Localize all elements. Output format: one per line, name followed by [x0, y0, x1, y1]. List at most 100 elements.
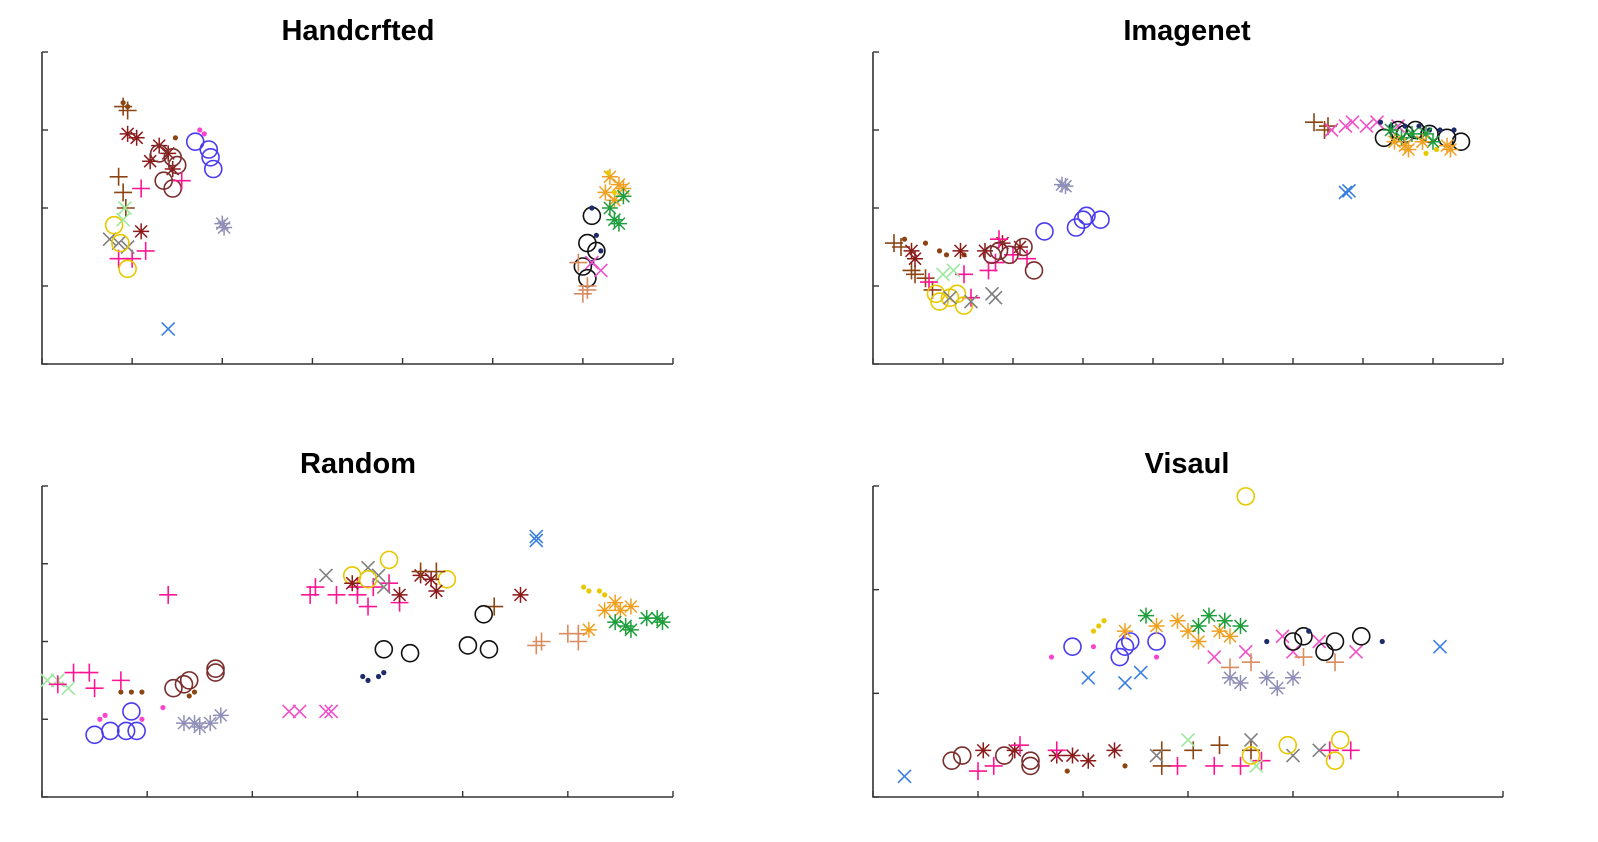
data-point-star-purple	[1222, 669, 1238, 686]
data-point-plus-brown	[916, 269, 935, 288]
data-point-circle-blue	[1035, 222, 1054, 241]
data-point-star-green	[610, 215, 627, 232]
data-point-dot-navy	[365, 677, 371, 683]
data-point-cross-skyblue	[1341, 183, 1357, 198]
data-point-cross-lightgreen	[117, 200, 132, 216]
data-point-circle-gold	[930, 292, 949, 311]
data-point-star-darkred	[423, 571, 440, 588]
data-point-plus-tan	[569, 253, 588, 272]
data-point-circle-black	[1283, 632, 1303, 651]
data-point-plus-brown	[114, 183, 133, 202]
data-point-star-green	[617, 617, 634, 634]
data-point-star-darkred	[391, 586, 408, 603]
data-point-circle-maroon	[179, 671, 199, 690]
data-point-dot-navy	[360, 673, 366, 680]
data-point-circle-black	[479, 639, 499, 659]
data-point-star-green	[615, 188, 632, 205]
data-point-circle-maroon	[206, 663, 225, 682]
data-point-star-green	[1201, 607, 1217, 624]
data-point-cross-pinkx	[1312, 634, 1327, 649]
data-point-cross-pinkx	[593, 263, 608, 278]
data-point-dot-brown	[922, 240, 929, 246]
data-point-circle-black	[587, 241, 606, 261]
data-point-star-darkred	[142, 153, 159, 170]
data-point-cross-lightgreen	[1249, 758, 1264, 773]
data-point-cross-skyblue	[529, 533, 544, 548]
data-point-dot-brown	[125, 104, 131, 110]
data-point-plus-magenta	[172, 171, 191, 190]
data-point-circle-blue	[1077, 206, 1096, 226]
data-point-circle-maroon	[994, 746, 1014, 765]
data-point-plus-magenta	[984, 756, 1003, 775]
data-point-dot-brown	[139, 689, 145, 695]
data-point-star-green	[1404, 125, 1420, 142]
data-point-star-green	[638, 610, 655, 627]
data-point-star-darkred	[119, 125, 136, 142]
data-point-dot-gold	[586, 588, 592, 594]
data-point-star-orange	[607, 594, 624, 611]
data-point-circle-black	[1294, 627, 1313, 646]
data-point-star-green	[601, 200, 618, 216]
data-point-cross-skyblue	[897, 769, 912, 784]
data-point-star-darkred	[133, 223, 150, 240]
data-point-circle-black	[458, 636, 478, 655]
data-point-dot-brown	[172, 135, 179, 141]
data-point-star-green	[1138, 607, 1154, 624]
data-point-star-darkred	[903, 242, 920, 259]
data-point-circle-blue	[116, 721, 136, 741]
data-point-circle-blue	[127, 721, 146, 741]
data-point-star-orange	[601, 168, 618, 185]
data-point-dot-navy	[1377, 119, 1384, 125]
data-point-cross-gray	[1149, 748, 1164, 763]
data-point-cross-pinkx	[318, 704, 334, 719]
data-point-plus-brown	[1184, 741, 1203, 760]
data-point-dot-brown	[1122, 763, 1128, 769]
data-point-circle-blue	[1110, 647, 1130, 667]
data-point-star-green	[1383, 122, 1399, 138]
data-point-circle-black	[400, 643, 420, 663]
data-point-star-orange	[1169, 612, 1186, 629]
data-point-cross-gray	[1243, 732, 1259, 748]
data-point-star-darkred	[344, 575, 361, 592]
data-point-circle-blue	[85, 725, 104, 745]
data-point-circle-gold	[1236, 487, 1256, 506]
data-point-circle-maroon	[1021, 751, 1040, 771]
data-point-star-orange	[596, 602, 613, 619]
data-point-star-purple	[1054, 176, 1070, 193]
data-point-dot-navy	[1402, 123, 1408, 129]
data-point-cross-pinkx	[282, 704, 297, 719]
data-point-star-darkred	[128, 129, 145, 146]
data-point-star-darkred	[512, 586, 529, 603]
data-point-plus-brown	[1210, 736, 1229, 755]
subplot-title-handcrfted: Handcrfted	[281, 15, 434, 47]
data-point-plus-tan	[1242, 653, 1260, 672]
data-point-star-purple	[175, 715, 192, 732]
data-point-dot-navy	[589, 205, 595, 211]
data-point-dot-gold	[605, 170, 611, 176]
data-point-cross-pinkx	[1324, 122, 1339, 138]
data-point-star-green	[1216, 612, 1233, 629]
data-point-circle-maroon	[206, 659, 225, 679]
data-point-star-darkred	[164, 161, 181, 177]
data-point-circle-black	[1351, 627, 1371, 646]
data-point-plus-magenta	[1320, 741, 1339, 760]
data-point-dot-gold	[1096, 623, 1102, 629]
data-point-dot-violet	[201, 131, 207, 137]
data-point-star-darkred	[1080, 752, 1097, 769]
data-point-dot-navy	[1416, 123, 1422, 129]
data-point-dot-brown	[191, 689, 198, 695]
data-point-star-purple	[1232, 674, 1249, 691]
data-point-plus-magenta	[1231, 756, 1250, 775]
data-point-cross-gray	[318, 568, 334, 583]
data-point-cross-lightgreen	[116, 212, 131, 227]
data-point-cross-pinkx	[292, 704, 307, 719]
data-point-star-green	[1418, 125, 1434, 142]
data-point-star-darkred	[907, 250, 923, 267]
data-point-star-orange	[1148, 617, 1165, 634]
subplot-random: Random	[40, 448, 674, 798]
data-point-star-orange	[1180, 623, 1196, 640]
data-point-star-purple	[1269, 680, 1286, 697]
axis-lines	[872, 52, 1503, 365]
data-point-circle-maroon	[942, 751, 962, 771]
data-point-plus-brown	[427, 562, 446, 581]
